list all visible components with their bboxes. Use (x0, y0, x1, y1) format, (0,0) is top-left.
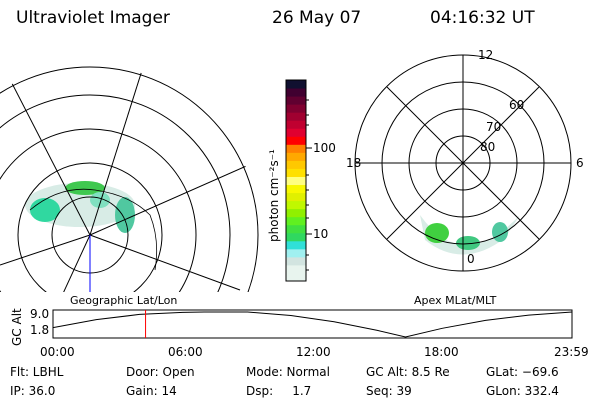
right-map-label: Apex MLat/MLT (414, 294, 497, 307)
mlt-label-12: 12 (478, 48, 494, 62)
x-tick-3: 18:00 (424, 345, 459, 359)
colorbar-tick-100: 100 (313, 141, 336, 155)
colorbar-segment (286, 248, 306, 258)
gc-alt-line (52, 311, 573, 338)
y-tick-max: 9.0 (30, 307, 50, 321)
colorbar-segment (286, 192, 306, 202)
colorbar-segment (286, 144, 306, 153)
auroral-emission (25, 181, 135, 233)
info-filter: Flt: LBHL (10, 365, 64, 379)
colorbar-segment (286, 168, 306, 177)
colorbar-segment (286, 104, 306, 113)
info-mode: Mode: Normal (246, 365, 330, 379)
colorbar-segment (286, 96, 306, 105)
gc-alt-plot (52, 309, 573, 339)
colorbar-segment (286, 256, 306, 266)
colorbar-segment (286, 176, 306, 186)
colorbar-segment (286, 224, 306, 234)
lat-label-80: 80 (480, 140, 496, 154)
colorbar-segment (286, 152, 306, 161)
y-axis-label: GC Alt (10, 308, 24, 346)
colorbar-segment (286, 112, 306, 121)
info-glon: GLon: 332.4 (486, 384, 559, 398)
colorbar-segment (286, 136, 306, 145)
colorbar-segment (286, 200, 306, 210)
colorbar-frame (285, 79, 307, 282)
info-door: Door: Open (126, 365, 195, 379)
colorbar-segment (286, 160, 306, 169)
info-gc-alt: GC Alt: 8.5 Re (366, 365, 450, 379)
colorbar-segment (286, 80, 306, 89)
colorbar-segment (286, 208, 306, 218)
info-seq: Seq: 39 (366, 384, 412, 398)
x-tick-2: 12:00 (296, 345, 331, 359)
info-glat: GLat: −69.6 (486, 365, 559, 379)
colorbar (285, 79, 312, 282)
info-dsp: Dsp: 1.7 (246, 384, 312, 398)
y-tick-min: 1.8 (30, 323, 50, 337)
instrument-title: Ultraviolet Imager (16, 8, 170, 28)
colorbar-tick-10: 10 (313, 227, 329, 241)
geographic-map (0, 65, 260, 292)
info-ip: IP: 36.0 (10, 384, 56, 398)
colorbar-segment (286, 264, 306, 274)
x-tick-0: 00:00 (40, 345, 75, 359)
colorbar-segment (286, 120, 306, 129)
time: 04:16:32 UT (430, 8, 535, 28)
colorbar-segment (286, 88, 306, 97)
info-gain: Gain: 14 (126, 384, 177, 398)
colorbar-segment (286, 272, 306, 282)
mlt-label-18: 18 (346, 156, 362, 170)
left-map-label: Geographic Lat/Lon (70, 294, 178, 307)
mlt-label-0: 0 (467, 252, 475, 266)
mlt-label-6: 6 (576, 156, 584, 170)
colorbar-segment (286, 184, 306, 194)
apex-polar-plot (354, 54, 572, 272)
colorbar-segment (286, 216, 306, 226)
auroral-oval (420, 215, 520, 255)
x-tick-1: 06:00 (168, 345, 203, 359)
lat-label-70: 70 (486, 120, 502, 134)
colorbar-segment (286, 240, 306, 250)
colorbar-unit: photon cm⁻²s⁻¹ (267, 149, 281, 242)
colorbar-segment (286, 128, 306, 137)
plot-frame (52, 309, 573, 339)
colorbar-segment (286, 232, 306, 242)
lat-label-60: 60 (509, 98, 525, 112)
x-tick-4: 23:59 (554, 345, 589, 359)
date: 26 May 07 (272, 8, 362, 28)
